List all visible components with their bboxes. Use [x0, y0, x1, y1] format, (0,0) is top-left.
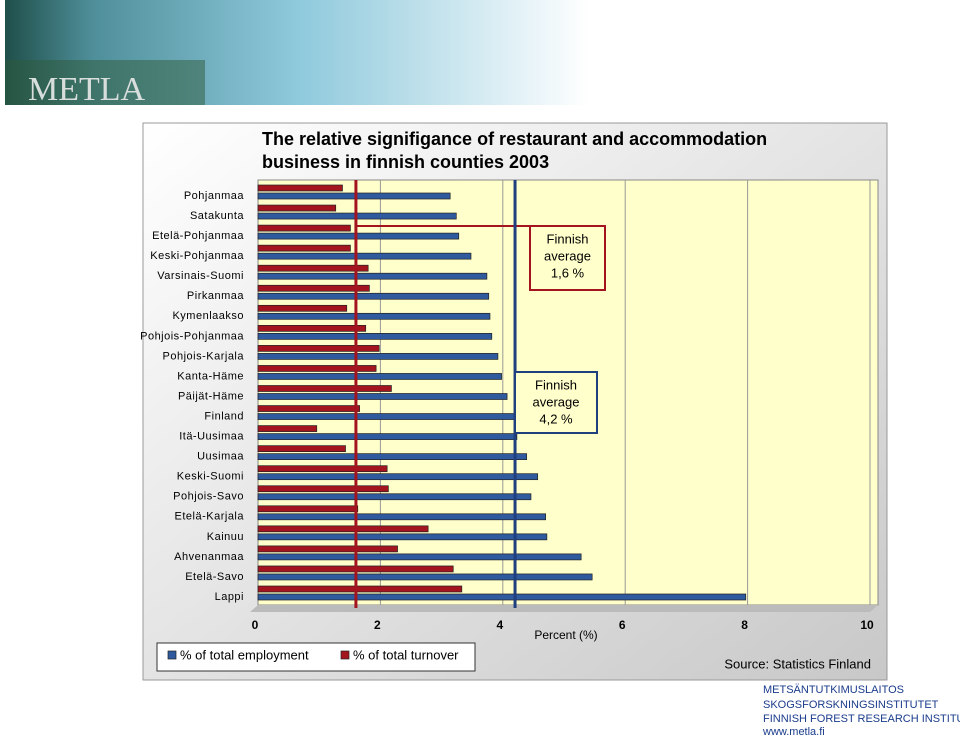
y-tick-label: Etelä-Karjala — [175, 511, 245, 523]
source: Source: Statistics Finland — [724, 656, 871, 671]
bar — [257, 465, 388, 473]
logo: METLA — [28, 71, 146, 108]
bar — [257, 333, 493, 340]
banner-trees — [5, 60, 205, 105]
annotation-text: 1,6 % — [551, 265, 585, 280]
y-tick-label: Satakunta — [190, 210, 244, 222]
y-tick-label: Lappi — [215, 591, 244, 603]
x-tick-label: 6 — [619, 618, 626, 632]
bar — [257, 573, 593, 581]
legend-label: % of total turnover — [353, 647, 459, 662]
y-tick-label: Ahvenanmaa — [174, 551, 244, 563]
x-tick-label: 4 — [496, 618, 503, 632]
y-tick-label: Pohjois-Savo — [173, 491, 244, 503]
footer-line: METSÄNTUTKIMUSLAITOS — [763, 684, 904, 696]
bar — [257, 292, 490, 300]
annotation-box — [529, 225, 606, 291]
legend-label: % of total employment — [180, 647, 309, 662]
x-tick-label: 2 — [374, 618, 381, 632]
bar — [257, 545, 398, 553]
chart-title: business in finnish counties 2003 — [262, 152, 549, 172]
legend-swatch — [340, 650, 350, 660]
y-tick-label: Pirkanmaa — [187, 290, 244, 302]
bar — [257, 345, 380, 352]
bar — [257, 413, 517, 420]
y-tick-label: Keski-Pohjanmaa — [150, 250, 244, 262]
y-tick-label: Etelä-Savo — [185, 571, 244, 583]
plot-floor — [250, 605, 878, 612]
bar — [257, 425, 318, 432]
annotation-text: 4,2 % — [539, 411, 573, 426]
y-tick-label: Keski-Suomi — [177, 471, 244, 483]
bar — [257, 473, 539, 481]
y-tick-label: Finland — [204, 410, 244, 422]
y-tick-label: Pohjanmaa — [184, 190, 245, 202]
legend — [156, 642, 476, 672]
annotation-box — [514, 371, 598, 434]
x-tick-label: 8 — [741, 618, 748, 632]
bar — [257, 312, 491, 320]
chart-title: The relative signifigance of restaurant … — [262, 129, 767, 149]
footer-line: FINNISH FOREST RESEARCH INSTITUTE — [763, 713, 960, 725]
bar — [257, 505, 359, 513]
y-tick-label: Varsinais-Suomi — [157, 270, 244, 282]
annotation-text: Finnish — [535, 377, 577, 392]
y-tick-label: Etelä-Pohjanmaa — [152, 230, 244, 242]
bar — [257, 272, 488, 280]
x-tick-label: 0 — [252, 618, 259, 632]
bar — [257, 284, 370, 292]
bar — [257, 585, 463, 593]
bar — [257, 525, 429, 533]
bar — [257, 304, 348, 312]
legend-swatch — [167, 650, 177, 660]
bar — [257, 232, 460, 240]
bar — [257, 353, 499, 360]
bar — [257, 433, 518, 440]
bar — [257, 224, 351, 232]
bar — [257, 513, 546, 521]
annotation-text: average — [544, 248, 591, 263]
bar — [257, 533, 548, 541]
bar — [257, 264, 369, 272]
y-tick-label: Pohjois-Karjala — [163, 350, 245, 362]
y-tick-label: Päijät-Häme — [178, 390, 244, 402]
annotation-text: average — [533, 394, 580, 409]
bar — [257, 393, 508, 400]
bar — [257, 204, 337, 212]
bar — [257, 252, 472, 260]
annotation-text: Finnish — [547, 231, 589, 246]
y-tick-label: Pohjois-Pohjanmaa — [140, 330, 244, 342]
y-tick-label: Kainuu — [207, 531, 244, 543]
y-tick-label: Uusimaa — [197, 451, 244, 463]
bar — [257, 244, 351, 252]
bar — [257, 445, 346, 452]
bar — [257, 493, 532, 501]
bar — [257, 325, 367, 332]
bar — [257, 553, 582, 561]
y-tick-label: Kanta-Häme — [177, 370, 244, 382]
x-axis-label: Percent (%) — [534, 628, 597, 642]
y-tick-label: Itä-Uusimaa — [179, 431, 244, 443]
bar — [257, 405, 360, 412]
bar — [257, 593, 747, 601]
bar — [257, 192, 451, 200]
footer-line: www.metla.fi — [762, 726, 825, 738]
bar — [257, 485, 389, 493]
y-tick-label: Kymenlaakso — [172, 310, 244, 322]
x-tick-label: 10 — [860, 618, 874, 632]
bar — [257, 365, 377, 372]
bar — [257, 385, 392, 392]
bar — [257, 453, 528, 460]
bar — [257, 184, 343, 192]
footer-line: SKOGSFORSKNINGSINSTITUTET — [763, 699, 939, 711]
bar — [257, 373, 502, 380]
